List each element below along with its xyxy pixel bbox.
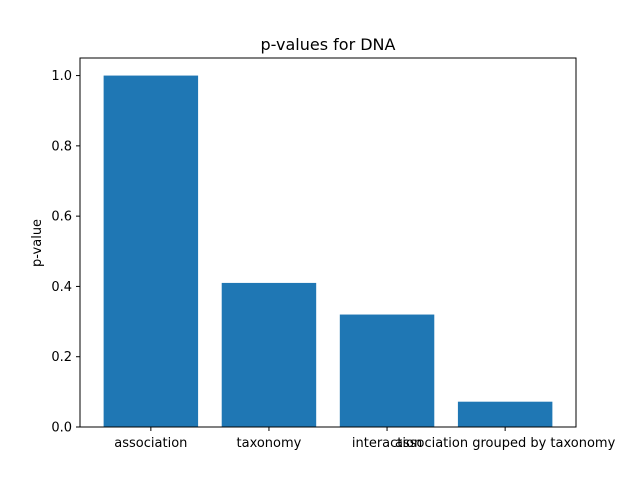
x-tick-label: interaction — [352, 436, 422, 451]
bar-association-grouped-by-taxonomy — [457, 401, 553, 427]
y-axis-label: p-value — [30, 219, 45, 267]
y-tick-label: 0.2 — [51, 350, 72, 365]
y-tick-label: 0.0 — [51, 421, 72, 436]
y-tick-label: 0.4 — [51, 280, 72, 295]
y-tick-label: 0.8 — [51, 139, 72, 154]
bars-group — [103, 75, 553, 428]
y-axis-ticks: 0.0 0.2 0.4 0.6 0.8 1.0 — [51, 69, 80, 436]
y-tick-label: 0.6 — [51, 210, 72, 225]
plot-area-frame — [79, 57, 577, 428]
x-tick-label: taxonomy — [237, 436, 302, 451]
chart-title: p-values for DNA — [261, 35, 396, 54]
x-tick-label: association — [114, 436, 187, 451]
x-tick-label: association grouped by taxonomy — [395, 436, 616, 451]
y-tick-label: 1.0 — [51, 69, 72, 84]
x-axis-ticks: association taxonomy interactionassociatio… — [114, 427, 616, 451]
bar-association — [103, 75, 199, 428]
bar-interaction — [339, 314, 435, 427]
bar-taxonomy — [221, 282, 317, 427]
